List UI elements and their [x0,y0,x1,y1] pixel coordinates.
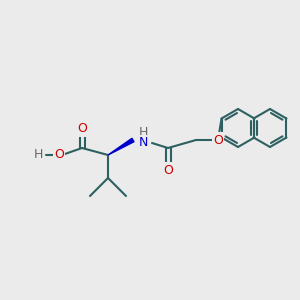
Polygon shape [108,138,134,155]
Text: O: O [213,134,223,146]
Text: H: H [138,125,148,139]
Text: O: O [163,164,173,176]
Text: H: H [33,148,43,161]
Text: N: N [138,136,148,149]
Text: O: O [77,122,87,136]
Text: O: O [54,148,64,161]
